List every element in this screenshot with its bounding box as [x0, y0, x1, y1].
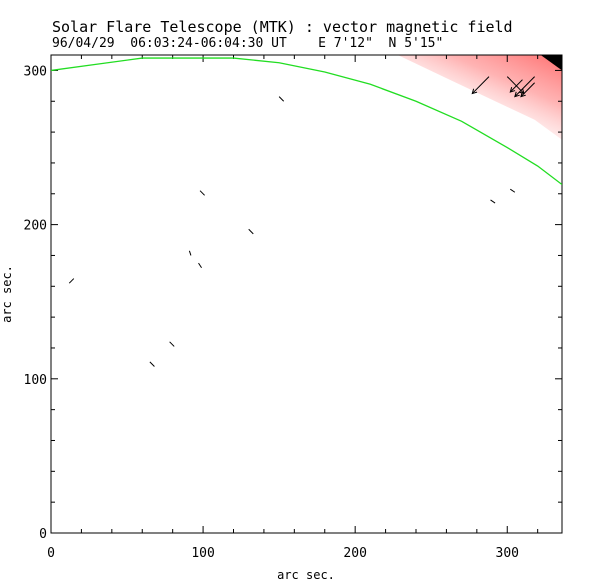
plot-title: Solar Flare Telescope (MTK) : vector mag…: [52, 18, 513, 36]
x-tick-label: 300: [496, 546, 519, 561]
field-vector: [490, 199, 496, 204]
field-vector: [509, 79, 523, 93]
y-tick-label: 0: [39, 527, 47, 542]
y-tick-label: 300: [24, 64, 47, 79]
field-vector: [68, 278, 75, 284]
field-vector: [198, 262, 202, 269]
field-vector: [471, 76, 490, 95]
x-axis-label: arc sec.: [277, 568, 335, 582]
y-tick-label: 200: [24, 219, 47, 234]
y-tick-labels: 0 100 200 300: [24, 64, 47, 542]
field-vector: [510, 188, 516, 193]
field-intensity-region: [397, 55, 562, 140]
off-disk-region: [540, 55, 562, 71]
plot-frame: [50, 54, 563, 534]
field-vector: [199, 190, 205, 196]
field-vector: [188, 250, 192, 256]
y-axis-label: arc sec.: [0, 265, 14, 323]
observation-info: 96/04/29 06:03:24-06:04:30 UT E 7'12" N …: [52, 36, 444, 51]
field-vectors: [68, 76, 535, 367]
y-tick-label: 100: [24, 373, 47, 388]
x-tick-label: 100: [191, 546, 214, 561]
field-vector: [169, 341, 175, 347]
x-tick-label: 200: [343, 546, 366, 561]
axis-ticks: [50, 55, 562, 534]
x-tick-label: 0: [47, 546, 55, 561]
field-vector: [149, 361, 155, 367]
field-vector: [514, 76, 535, 98]
field-vector: [278, 96, 285, 102]
field-vector: [248, 228, 254, 235]
x-tick-labels: 0 100 200 300: [47, 546, 519, 561]
solar-limb-line: [51, 57, 562, 186]
field-vector: [520, 82, 535, 98]
